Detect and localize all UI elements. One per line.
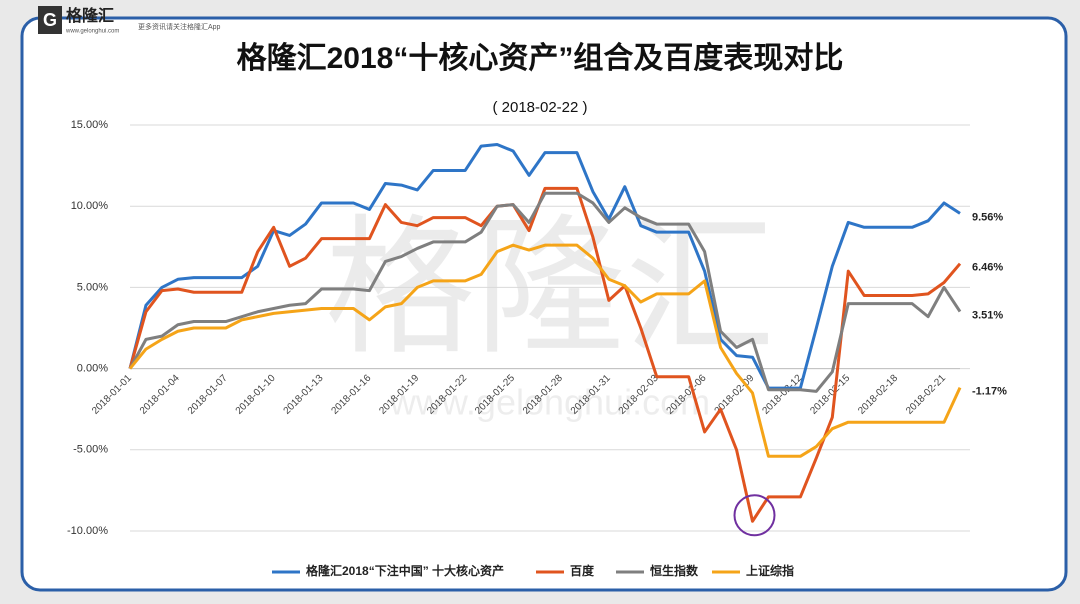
legend-label: 格隆汇2018“下注中国” 十大核心资产 xyxy=(306,563,504,578)
logo-site: www.gelonghui.com xyxy=(65,29,119,35)
y-tick-label: 5.00% xyxy=(77,281,108,293)
series-line xyxy=(128,186,962,523)
highlight-circle xyxy=(733,494,776,537)
chart-title: 格隆汇2018“十核心资产”组合及百度表现对比 xyxy=(237,41,844,75)
end-label: -1.17% xyxy=(972,386,1007,398)
series-line xyxy=(128,191,962,393)
chart-subtitle: ( 2018-02-22 ) xyxy=(492,99,587,116)
y-tick-label: 0.00% xyxy=(77,363,108,375)
end-label: 3.51% xyxy=(972,310,1003,322)
series-line xyxy=(128,142,961,390)
logo-text: 格隆汇 xyxy=(66,6,114,25)
logo-g: G xyxy=(43,10,57,30)
legend-label: 百度 xyxy=(570,563,595,578)
logo-icon xyxy=(38,6,62,34)
end-label: 6.46% xyxy=(972,262,1003,274)
y-tick-label: 10.00% xyxy=(71,200,109,212)
slogan: 更多资讯请关注格隆汇App xyxy=(138,22,221,31)
end-label: 9.56% xyxy=(972,211,1003,223)
y-tick-label: 15.00% xyxy=(71,119,109,131)
y-tick-label: -5.00% xyxy=(73,444,108,456)
watermark-site: www.gelonghui.com xyxy=(389,382,710,423)
legend-label: 上证综指 xyxy=(746,563,794,578)
frame xyxy=(20,16,1068,592)
y-tick-label: -10.00% xyxy=(67,525,108,537)
legend-label: 恒生指数 xyxy=(650,563,699,578)
series-line xyxy=(128,243,962,458)
